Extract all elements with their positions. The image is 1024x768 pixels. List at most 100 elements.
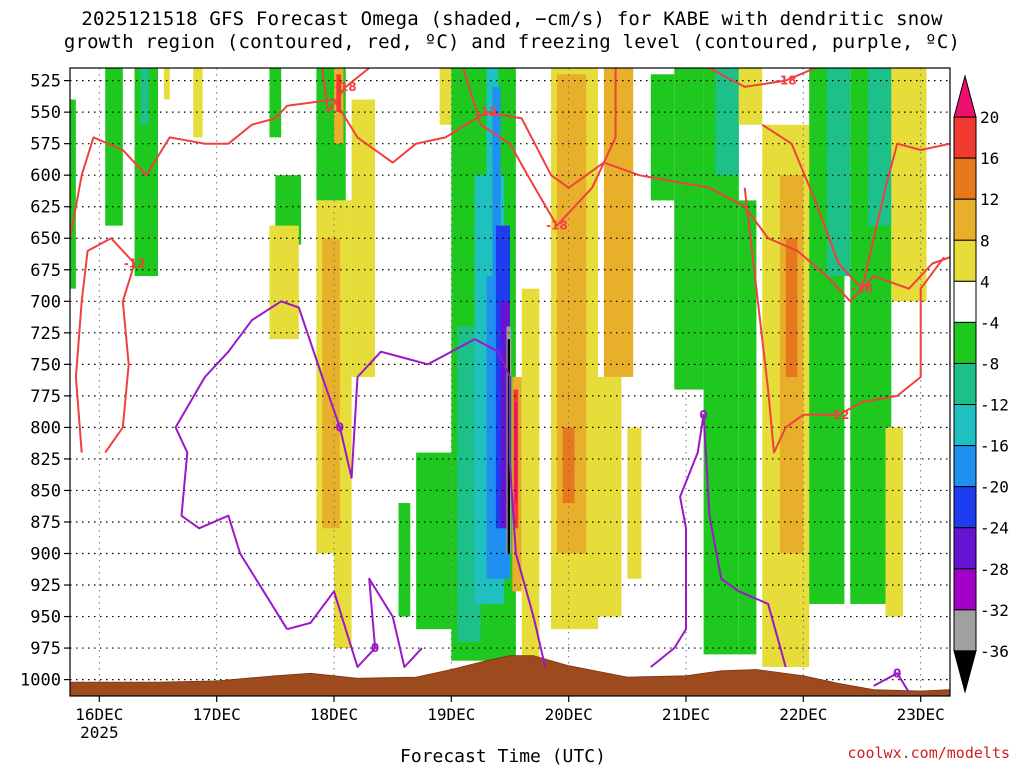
freezing-contour-label: 0	[371, 641, 379, 655]
dendritic-contour	[74, 237, 136, 454]
omega-cell	[322, 238, 340, 529]
y-tick-label: 925	[30, 576, 61, 596]
omega-cell	[398, 503, 411, 617]
plot-frame	[69, 67, 951, 697]
freezing-contour-label: 0	[893, 666, 901, 680]
omega-cell	[70, 99, 76, 289]
y-tick-label: 775	[30, 387, 61, 407]
colorbar-bin	[953, 445, 977, 488]
y-tick-label: 625	[30, 198, 61, 218]
x-axis-title: Forecast Time (UTC)	[400, 746, 606, 767]
colorbar-tick-label: -28	[980, 560, 1009, 579]
colorbar-bin	[953, 116, 977, 159]
colorbar-tick-label: -32	[980, 601, 1009, 620]
omega-cell	[334, 528, 352, 649]
y-tick-label: 1000	[20, 671, 61, 691]
colorbar-tick-label: 20	[980, 108, 999, 127]
colorbar-tick-label: 8	[980, 231, 990, 250]
colorbar-tick-label: -24	[980, 519, 1009, 538]
colorbar-bin	[953, 157, 977, 200]
freezing-contour	[286, 577, 423, 668]
colorbar-bin	[953, 280, 977, 323]
x-tick-label: 21DEC	[662, 705, 710, 724]
colorbar-bin	[953, 239, 977, 282]
colorbar-tick-label: -16	[980, 437, 1009, 456]
y-tick-label: 825	[30, 450, 61, 470]
dendritic-contour	[761, 123, 950, 290]
freezing-level-contours: 0 0 0 0	[174, 300, 910, 693]
omega-cell	[193, 68, 203, 138]
omega-cell	[492, 86, 501, 277]
x-tick-label: 19DEC	[427, 705, 475, 724]
y-tick-label: 700	[30, 292, 61, 312]
dendritic-contour-label: -18	[851, 282, 873, 296]
omega-cell	[598, 376, 622, 617]
y-tick-label: 750	[30, 355, 61, 375]
colorbar-tick-label: 4	[980, 272, 990, 291]
freezing-contour-label: 0	[699, 408, 707, 422]
dendritic-contour	[709, 68, 816, 88]
y-tick-label: 525	[30, 72, 61, 92]
x-tick-label: 23DEC	[897, 705, 945, 724]
omega-cell	[674, 68, 704, 390]
dendritic-contour-label: -18	[546, 219, 568, 233]
dendritic-contour-label: -18	[775, 74, 797, 88]
omega-cell	[163, 68, 170, 100]
colorbar-bin	[953, 568, 977, 611]
terrain-shape	[70, 655, 950, 696]
y-axis: 525 550 575 600 625 650 675 700 725 750 775 800 825 8…	[20, 72, 70, 691]
x-tick-label: 20DEC	[545, 705, 593, 724]
y-tick-label: 975	[30, 639, 61, 659]
colorbar-bin	[953, 486, 977, 529]
colorbar-tick-label: -36	[980, 642, 1009, 661]
colorbar-tick-label: -8	[980, 354, 999, 373]
colorbar-bin	[953, 362, 977, 406]
freezing-contour	[873, 672, 910, 693]
x-tick-label: 22DEC	[779, 705, 827, 724]
colorbar-tick-label: 12	[980, 190, 999, 209]
omega-cell	[416, 452, 452, 630]
x-tick-label: 16DEC	[75, 705, 123, 724]
colorbar-bin	[953, 609, 977, 652]
dendritic-contour	[743, 187, 945, 454]
colorbar-arrow-bottom	[953, 650, 977, 694]
dendritic-contour-label: -12	[828, 408, 850, 422]
omega-shading	[70, 68, 927, 667]
y-tick-label: 600	[30, 166, 61, 186]
omega-cell	[351, 99, 376, 377]
colorbar-tick-label: -4	[980, 313, 999, 332]
dendritic-contour	[70, 98, 950, 303]
omega-cell	[514, 402, 518, 504]
omega-cell	[738, 68, 763, 125]
colorbar-bin	[953, 198, 977, 241]
y-tick-label: 900	[30, 545, 61, 565]
omega-cell	[627, 427, 642, 579]
x-tick-sublabel: 2025	[80, 723, 119, 742]
colorbar-bin	[953, 404, 977, 447]
x-tick-label: 18DEC	[310, 705, 358, 724]
y-tick-label: 725	[30, 324, 61, 344]
dendritic-contour-label: -18	[335, 80, 357, 94]
omega-cell	[507, 339, 510, 554]
dendritic-contour	[462, 68, 617, 227]
colorbar-tick-label: -12	[980, 396, 1009, 415]
omega-cell	[336, 74, 342, 113]
colorbar: 20 16 12 8 4 -4 -8 -12 -16 -20 -24 -28 -32 -36	[953, 74, 1009, 694]
omega-cell	[715, 68, 739, 176]
freezing-contour-label: 0	[336, 420, 344, 434]
y-tick-label: 650	[30, 229, 61, 249]
omega-cell	[867, 68, 892, 226]
dendritic-contour-label: -12	[124, 256, 146, 270]
colorbar-bin	[953, 321, 977, 364]
colorbar-arrow-top	[953, 74, 977, 118]
y-tick-label: 575	[30, 135, 61, 155]
omega-cell	[785, 238, 798, 377]
y-tick-label: 675	[30, 261, 61, 281]
y-tick-label: 800	[30, 418, 61, 438]
freezing-contour	[174, 300, 547, 668]
omega-cell	[269, 68, 282, 138]
plot-area: -12 -12 -18 -18 -18 -18 -12 0 0 0 0	[70, 68, 950, 696]
omega-cell	[269, 225, 299, 340]
colorbar-tick-label: -20	[980, 478, 1009, 497]
